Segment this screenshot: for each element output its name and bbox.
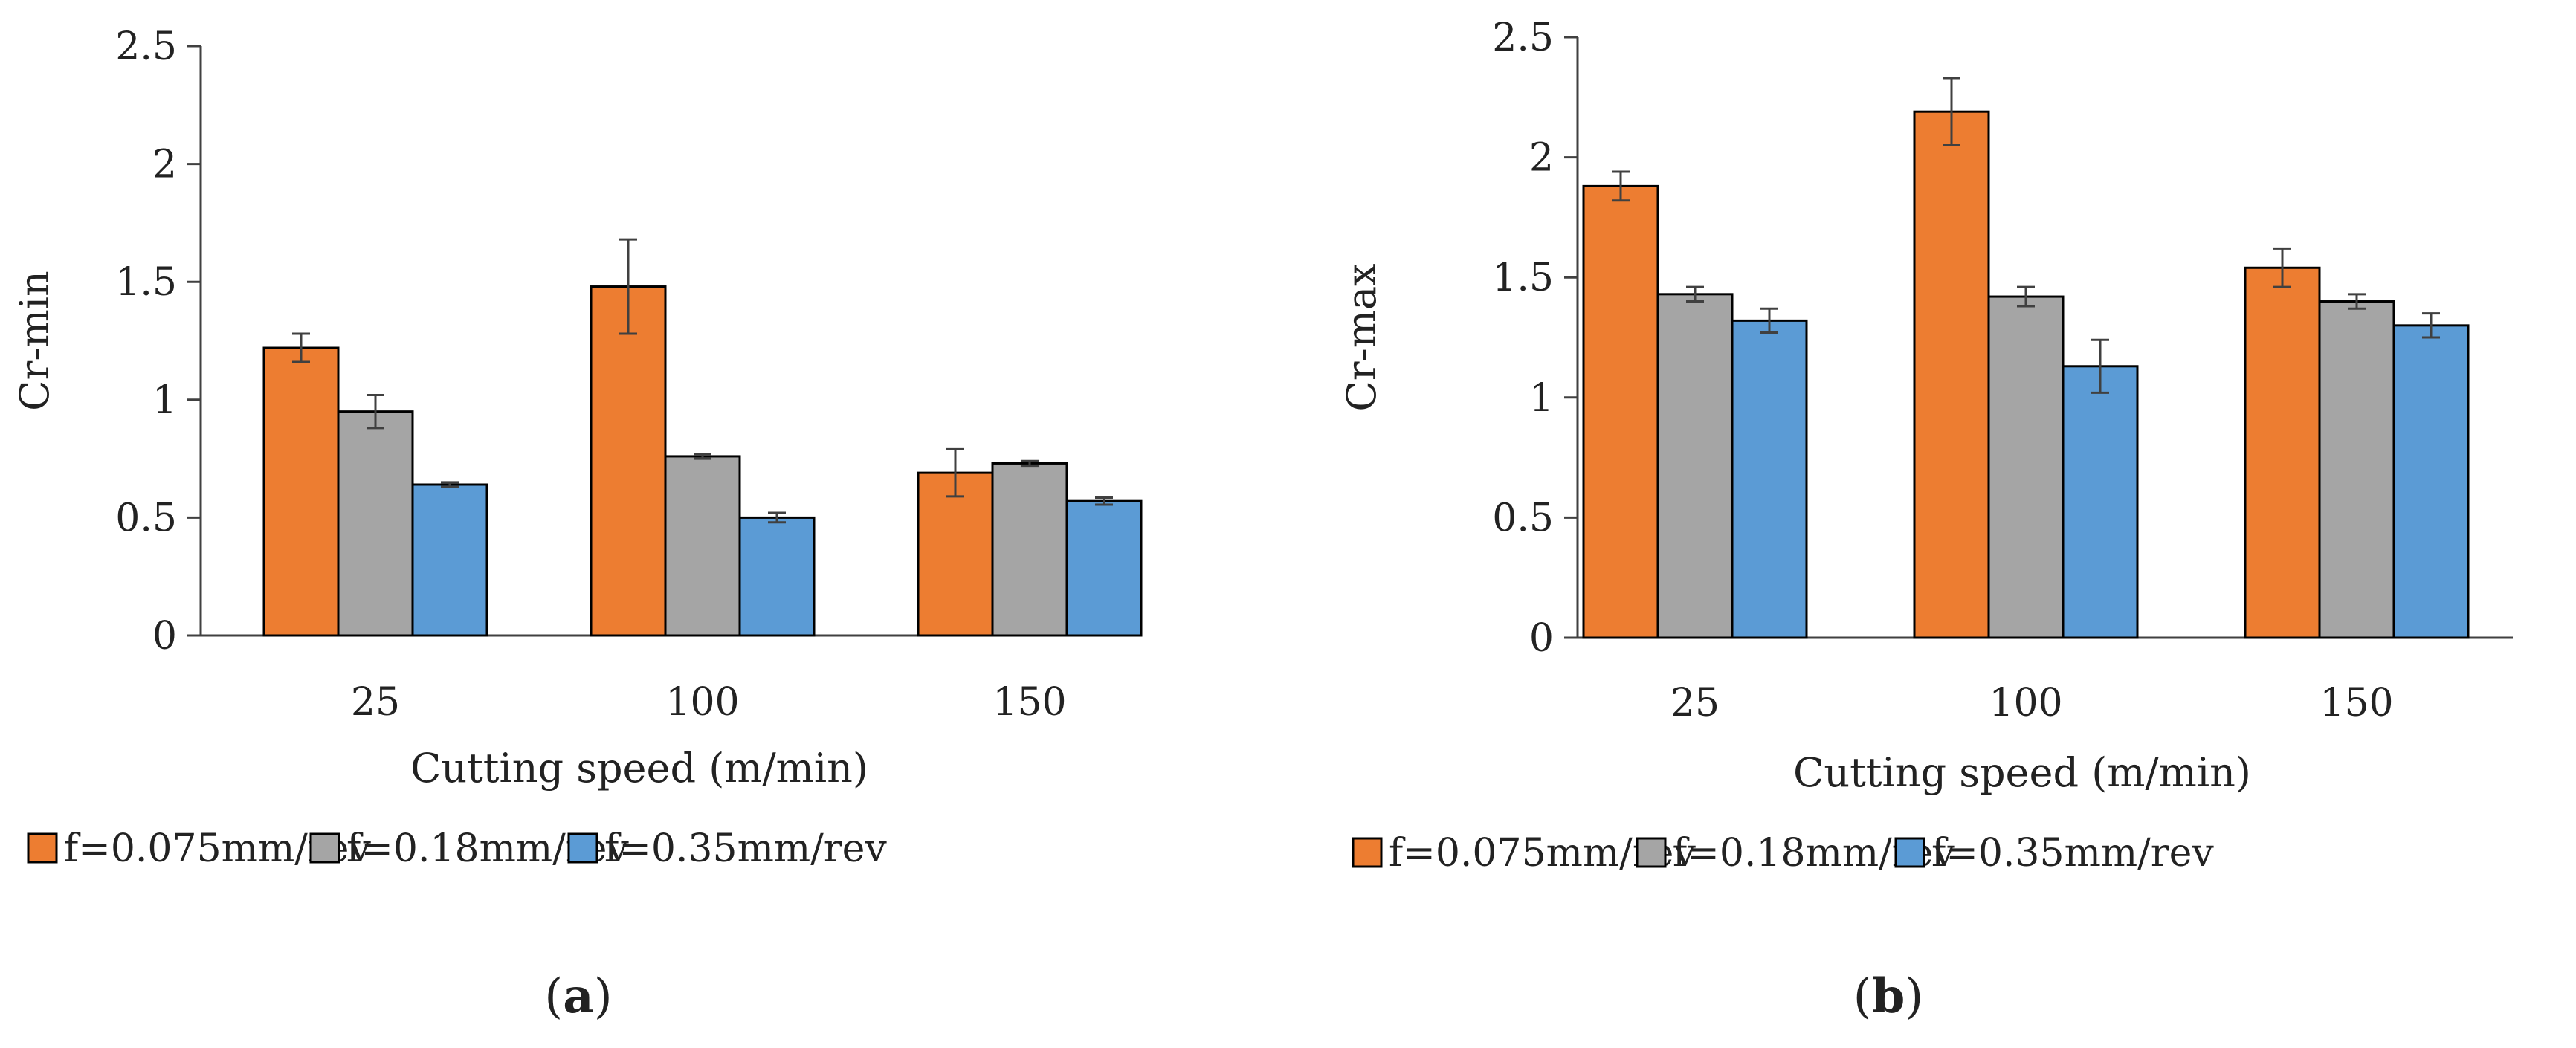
chart-b-x-tick-label: 100	[1989, 681, 2062, 725]
chart-a-y-tick-label: 2.5	[115, 25, 177, 69]
panel-label-b: (b)	[1853, 968, 1924, 1024]
chart-a-legend-swatch	[567, 832, 598, 864]
chart-a-bar	[664, 455, 741, 637]
chart-b-legend-swatch	[1894, 837, 1925, 868]
panel-label-a: (a)	[544, 968, 612, 1024]
chart-b-bar	[2244, 266, 2321, 639]
chart-a-legend-label: f=0.35mm/rev	[604, 827, 887, 871]
chart-b-x-tick-label: 150	[2320, 681, 2393, 725]
chart-a-legend-swatch	[309, 832, 340, 864]
chart-b-bar	[2392, 324, 2470, 639]
chart-b-y-tick-label: 0.5	[1492, 496, 1554, 540]
chart-b-legend-label: f=0.35mm/rev	[1931, 831, 2214, 876]
chart-a-y-tick-label: 1.5	[115, 260, 177, 305]
chart-a-bar	[262, 346, 340, 637]
chart-a-bar	[411, 483, 488, 637]
chart-b-y-tick-label: 0	[1529, 616, 1554, 661]
chart-b-y-tick-label: 1.5	[1492, 256, 1554, 300]
chart-a-y-tick-label: 0.5	[115, 496, 177, 540]
chart-b-x-tick-label: 25	[1670, 681, 1720, 725]
chart-a-x-tick-label: 25	[351, 680, 400, 725]
chart-b-bar	[1987, 295, 2065, 639]
chart-a-legend-swatch	[27, 832, 58, 864]
chart-b-bar	[1731, 319, 1808, 639]
chart-a-y-tick-label: 0	[152, 614, 177, 659]
chart-b-bar	[2062, 365, 2139, 639]
chart-a-bar	[590, 285, 667, 637]
chart-b-bar	[1582, 184, 1659, 639]
chart-b-bar	[2318, 300, 2395, 639]
chart-a-x-axis-title: Cutting speed (m/min)	[410, 745, 868, 792]
chart-a-x-tick-label: 150	[992, 680, 1066, 725]
chart-panel-b: 0 0.5 1 1.5 2 2.5 Cr-max Cutting speed (m/min) 2…	[1338, 16, 2513, 876]
chart-b-y-tick-label: 1	[1529, 376, 1554, 421]
chart-b-y-tick-label: 2	[1529, 136, 1554, 181]
chart-a-bar	[337, 410, 414, 637]
chart-a-bar	[738, 516, 816, 637]
chart-b-legend-swatch	[1636, 837, 1667, 868]
chart-panel-a: 0 0.5 1 1.5 2 2.5 Cr-min Cutting speed (m/min)2…	[11, 25, 1143, 871]
chart-b-bar	[1656, 293, 1734, 639]
chart-a-y-axis-title: Cr-min	[11, 271, 58, 411]
chart-b-x-axis-title: Cutting speed (m/min)	[1793, 749, 2251, 796]
chart-a-y-tick-label: 1	[152, 378, 177, 423]
chart-a-bar	[1065, 499, 1143, 637]
chart-a-y-tick-label: 2	[152, 143, 177, 187]
chart-a-bar	[991, 462, 1068, 637]
chart-b-bar	[1913, 110, 1990, 639]
chart-b-y-axis-title: Cr-max	[1338, 263, 1385, 411]
chart-b-legend-swatch	[1352, 837, 1383, 868]
chart-b-y-tick-label: 2.5	[1492, 16, 1554, 60]
chart-a-x-tick-label: 100	[665, 680, 739, 725]
